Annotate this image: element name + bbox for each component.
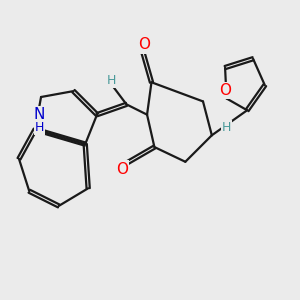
Text: O: O [116,162,128,177]
Text: O: O [219,83,231,98]
Text: O: O [138,38,150,52]
Text: H: H [107,74,116,87]
Text: N: N [34,107,45,122]
Text: H: H [222,121,231,134]
Text: H: H [35,122,44,134]
